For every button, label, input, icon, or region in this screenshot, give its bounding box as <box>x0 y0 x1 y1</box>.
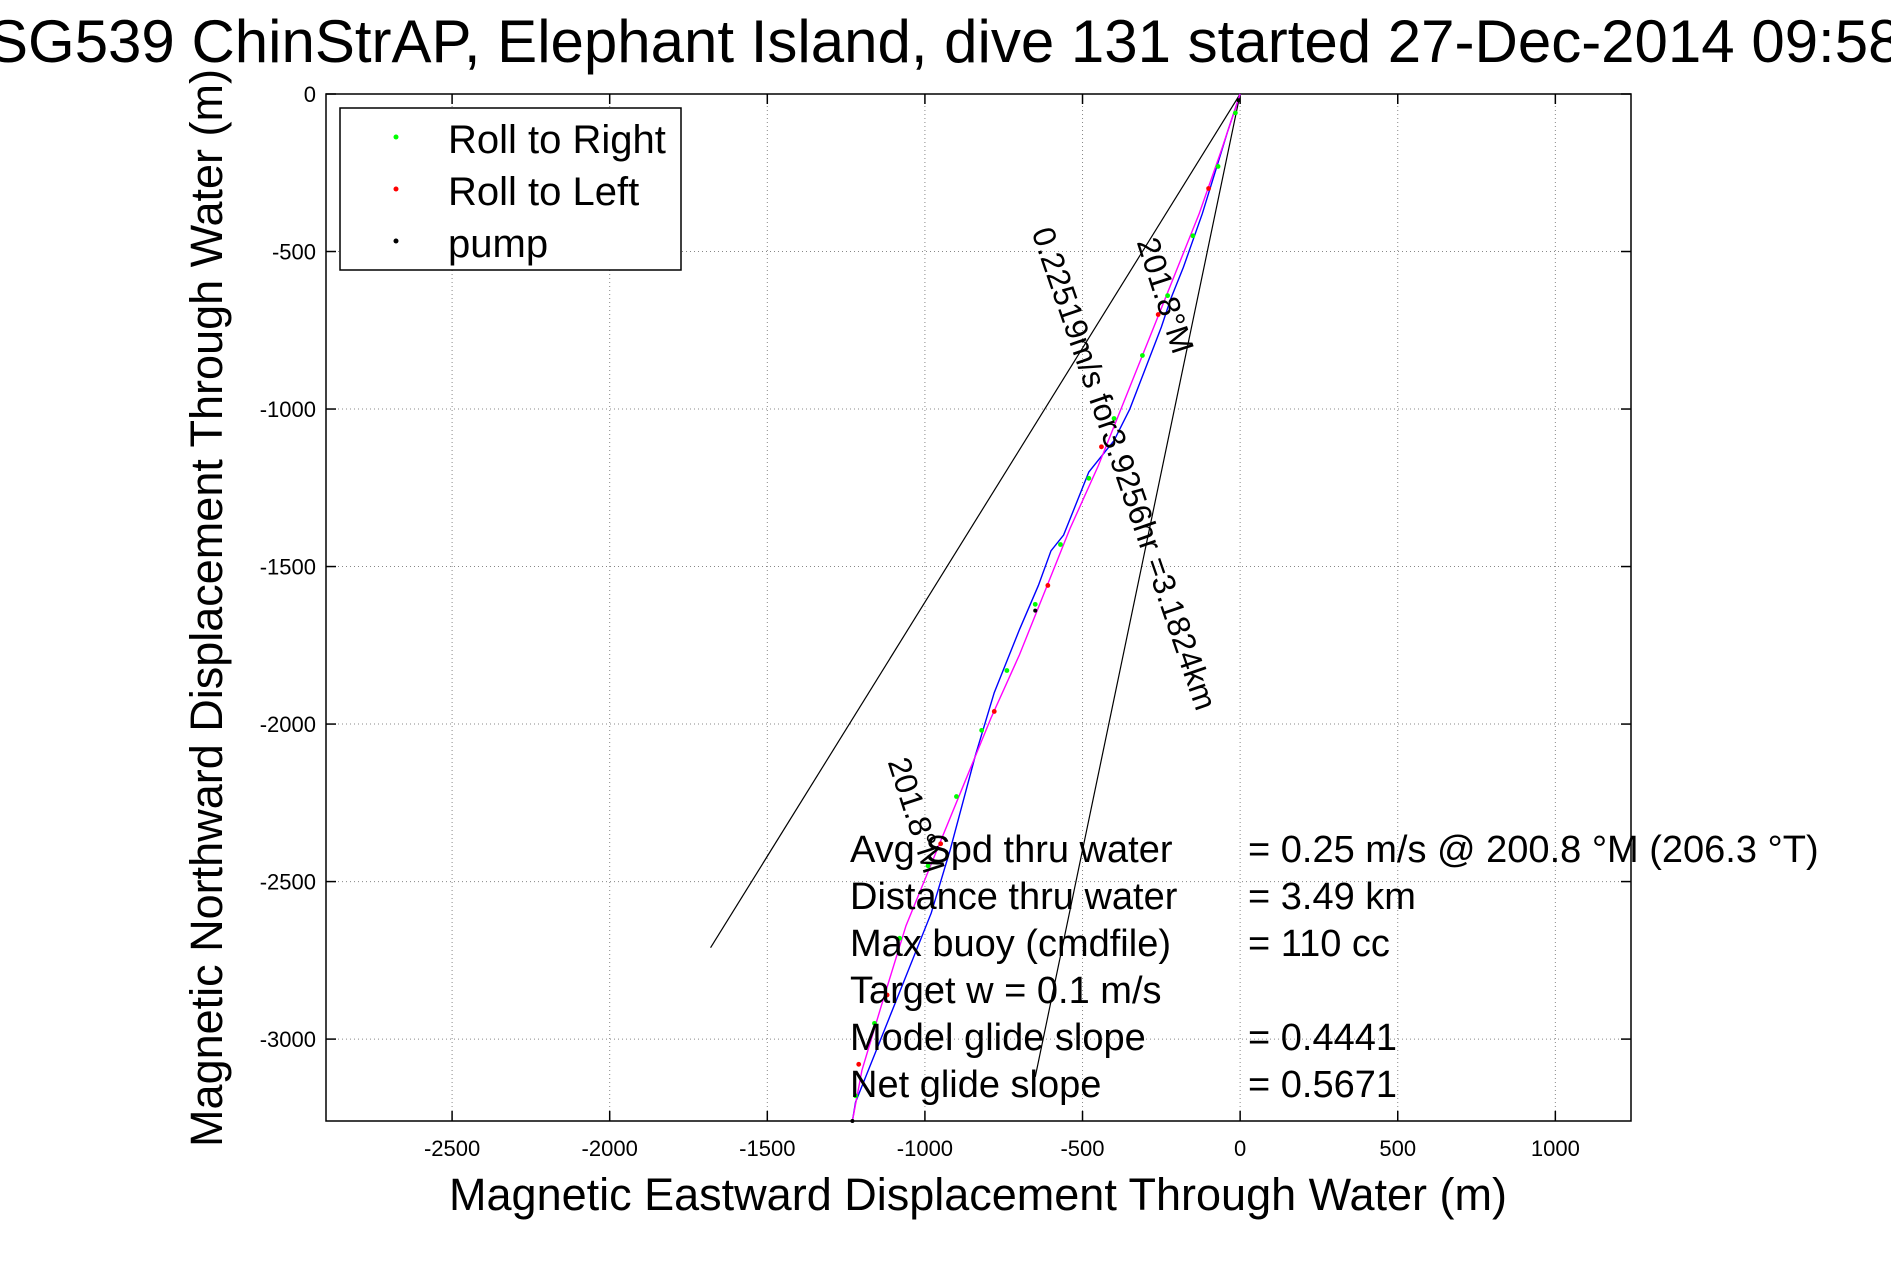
roll-right-point <box>897 935 903 941</box>
track-line <box>851 93 1241 1122</box>
x-tick-label: -1500 <box>739 1136 795 1161</box>
roll-right-point <box>1086 475 1092 481</box>
legend-marker <box>393 186 399 192</box>
roll-right-point <box>1111 416 1117 421</box>
roll-left-point <box>991 709 997 714</box>
roll-right-point <box>853 1093 858 1099</box>
roll-right-point <box>1190 233 1196 239</box>
axis-ticks: -2500 -2000 -1500 -1000 -500 0 500 1000 0 -500 -10… <box>260 82 1631 1161</box>
legend-label: Roll to Left <box>448 170 639 214</box>
roll-right-point <box>1058 542 1063 547</box>
y-tick-label: -1500 <box>260 555 316 580</box>
stat-label: Net glide slope <box>850 1064 1101 1106</box>
y-tick-label: -2500 <box>260 870 316 895</box>
y-tick-label: -500 <box>272 240 316 265</box>
stat-value: = 110 cc <box>1248 923 1390 965</box>
roll-right-point <box>872 1020 877 1026</box>
x-tick-label: -1000 <box>897 1136 953 1161</box>
roll-left-point <box>856 1061 862 1067</box>
pump-point <box>850 1119 855 1123</box>
pump-point <box>1236 98 1241 103</box>
roll-left-point <box>1045 583 1051 588</box>
roll-right-point <box>954 794 959 799</box>
x-axis-label: Magnetic Eastward Displacement Through W… <box>449 1169 1507 1220</box>
x-tick-label: 500 <box>1379 1136 1416 1161</box>
roll-right-point <box>925 863 931 869</box>
stat-label: Avg Spd thru water <box>850 829 1173 871</box>
series-group <box>710 93 1241 1123</box>
stat-label: Distance thru water <box>850 876 1178 918</box>
stat-label: Max buoy (cmdfile) <box>850 923 1171 965</box>
roll-right-point <box>979 727 985 733</box>
x-tick-label: 0 <box>1234 1136 1246 1161</box>
roll-right-point <box>1233 110 1238 116</box>
x-tick-label: -500 <box>1060 1136 1104 1161</box>
legend-label: pump <box>448 222 548 266</box>
x-tick-label: 1000 <box>1531 1136 1580 1161</box>
stats-block: Avg Spd thru water = 0.25 m/s @ 200.8 °M … <box>850 829 1819 1106</box>
stat-label: Model glide slope <box>850 1017 1146 1059</box>
x-tick-label: -2000 <box>582 1136 638 1161</box>
y-tick-label: -2000 <box>260 712 316 737</box>
roll-right-point <box>1032 601 1038 607</box>
roll-left-point <box>938 841 944 847</box>
roll-right-point <box>1140 353 1145 358</box>
x-tick-label: -2500 <box>424 1136 480 1161</box>
legend: Roll to Right Roll to Left pump <box>339 107 682 271</box>
y-axis-label: Magnetic Northward Displacement Through … <box>181 69 232 1147</box>
roll-left-point <box>884 992 890 998</box>
stat-value: = 0.5671 <box>1248 1064 1397 1106</box>
track-annotation: 0.22519m/s for3.9256hr =3.1824km <box>1025 222 1224 714</box>
roll-left-point <box>1099 444 1104 450</box>
roll-left-point <box>1206 186 1212 191</box>
plot-frame <box>325 93 1632 1122</box>
roll-right-point <box>1004 668 1010 673</box>
roll-right-point <box>1215 164 1221 169</box>
chart-title: SG539 ChinStrAP, Elephant Island, dive 1… <box>0 8 1891 75</box>
roll-right-point <box>1165 293 1171 299</box>
roll-left-point <box>1155 312 1161 317</box>
y-tick-label: -3000 <box>260 1027 316 1052</box>
legend-marker <box>393 134 399 140</box>
legend-label: Roll to Right <box>448 118 666 162</box>
stat-value: = 0.25 m/s @ 200.8 °M (206.3 °T) <box>1248 829 1819 871</box>
heading-line <box>1034 93 1241 1078</box>
stat-value: = 3.49 km <box>1248 876 1416 918</box>
stat-label: Target w = 0.1 m/s <box>850 970 1162 1012</box>
track-line <box>851 93 1241 1122</box>
stat-value: = 0.4441 <box>1248 1017 1397 1059</box>
pump-point <box>1033 608 1038 613</box>
heading-line <box>710 93 1241 949</box>
y-tick-label: -1000 <box>260 397 316 422</box>
y-tick-label: 0 <box>304 82 316 107</box>
legend-marker <box>393 238 399 244</box>
